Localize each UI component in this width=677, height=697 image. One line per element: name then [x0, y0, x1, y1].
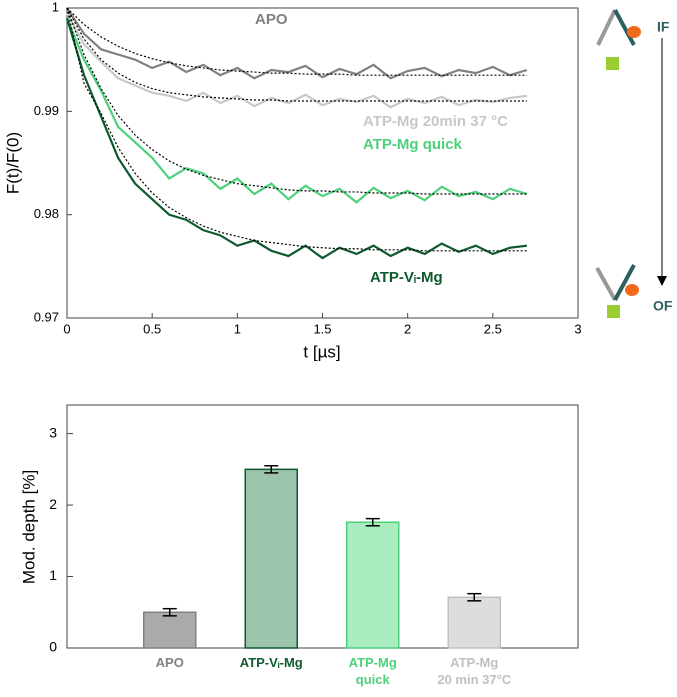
- data-line: [66, 7, 528, 80]
- y-axis-label: Mod. depth [%]: [19, 470, 38, 584]
- x-tick-label: ATP-Vᵢ-Mg: [239, 655, 303, 670]
- x-tick-label: 2: [404, 321, 411, 336]
- bar: [143, 611, 197, 649]
- if-icon: [596, 9, 641, 70]
- bar: [447, 596, 501, 649]
- x-tick-label: 0.5: [143, 321, 161, 336]
- x-tick-label: APO: [155, 655, 184, 670]
- data-line: [65, 18, 528, 260]
- x-tick-label: 1.5: [313, 321, 331, 336]
- y-tick-label: 3: [49, 424, 57, 440]
- x-axis-label: t [µs]: [303, 342, 340, 361]
- state-label: OF: [653, 298, 673, 314]
- x-tick-label: 0: [63, 321, 70, 336]
- series-label: ATP-Mg 20min 37 °C: [363, 113, 508, 130]
- state-label: IF: [657, 19, 670, 35]
- of-icon: [595, 264, 639, 318]
- plot-frame: [66, 404, 579, 649]
- fit-line: [66, 7, 527, 195]
- y-tick-label: 0.99: [34, 103, 59, 118]
- x-tick-label: 1: [234, 321, 241, 336]
- x-tick-label: ATP-Mg quick: [348, 655, 397, 687]
- bar: [346, 521, 400, 649]
- y-tick-label: 0: [49, 639, 57, 655]
- y-tick-label: 0.98: [34, 206, 59, 221]
- fit-line: [66, 7, 527, 252]
- y-tick-label: 1: [49, 567, 57, 583]
- x-tick-label: 3: [574, 321, 581, 336]
- series-label: APO: [255, 11, 288, 28]
- series-label: ATP-Vᵢ-Mg: [370, 269, 443, 286]
- x-tick-label: 2.5: [484, 321, 502, 336]
- data-line: [65, 17, 528, 204]
- arrow-head: [657, 276, 667, 286]
- x-tick-label: ATP-Mg 20 min 37°C: [437, 655, 512, 687]
- y-tick-label: 1: [52, 0, 59, 14]
- y-axis-label: F(t)/F(0): [3, 132, 22, 194]
- bar: [244, 468, 298, 649]
- y-tick-label: 0.97: [34, 309, 59, 324]
- series-label: ATP-Mg quick: [363, 136, 463, 153]
- y-tick-label: 2: [49, 496, 57, 512]
- plot-frame: [66, 7, 579, 319]
- fit-line: [66, 7, 527, 102]
- fit-line: [66, 7, 527, 76]
